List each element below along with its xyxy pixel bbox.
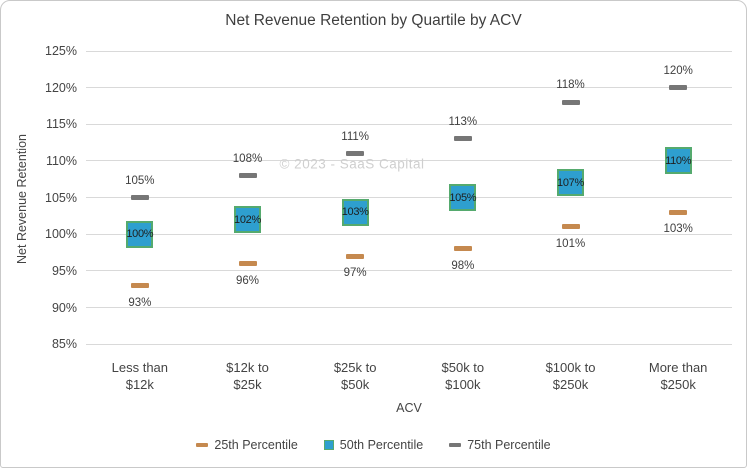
legend-label: 50th Percentile bbox=[339, 438, 424, 452]
x-category-label-more-than-250k: More than $250k bbox=[648, 360, 708, 392]
y-tick-label-125: 125% bbox=[45, 44, 77, 58]
data-label-50th-percentile: 103% bbox=[341, 206, 369, 219]
marker-25th-percentile bbox=[561, 224, 580, 230]
watermark: © 2023 - SaaS Capital bbox=[279, 156, 425, 172]
marker-25th-percentile bbox=[346, 253, 365, 259]
marker-25th-percentile bbox=[238, 261, 257, 267]
gridline-125 bbox=[86, 50, 732, 52]
data-label-50th-percentile: 102% bbox=[234, 213, 261, 226]
legend-item-75th-percentile: 75th Percentile bbox=[449, 438, 551, 452]
legend: 25th Percentile 50th Percentile 75th Perce… bbox=[1, 438, 746, 452]
marker-75th-percentile bbox=[346, 151, 365, 157]
legend-item-25th-percentile: 25th Percentile bbox=[196, 438, 298, 452]
marker-75th-percentile bbox=[561, 99, 580, 105]
marker-75th-percentile bbox=[669, 85, 688, 91]
data-label-25th-percentile: 103% bbox=[663, 223, 693, 236]
chart-title: Net Revenue Retention by Quartile by ACV bbox=[225, 12, 522, 29]
marker-50th-percentile: 105% bbox=[449, 184, 477, 212]
data-label-75th-percentile: 113% bbox=[448, 115, 478, 128]
gridline-90 bbox=[86, 307, 732, 309]
marker-50th-percentile: 110% bbox=[664, 147, 692, 175]
data-label-75th-percentile: 111% bbox=[341, 130, 370, 143]
y-tick-label-105: 105% bbox=[45, 190, 77, 205]
y-tick-label-85: 85% bbox=[51, 337, 77, 352]
data-label-50th-percentile: 100% bbox=[126, 228, 154, 241]
legend-dash-icon bbox=[196, 443, 209, 447]
gridline-85 bbox=[86, 343, 732, 345]
legend-label: 25th Percentile bbox=[214, 438, 298, 452]
x-category-label-less-than-12k: Less than $12k bbox=[111, 360, 169, 392]
x-category-label--100k-to-250k: $100k to $250k bbox=[545, 360, 596, 392]
marker-50th-percentile: 100% bbox=[126, 220, 154, 248]
x-category-label--12k-to-25k: $12k to $25k bbox=[226, 360, 269, 392]
gridline-105 bbox=[86, 197, 732, 199]
data-label-50th-percentile: 110% bbox=[665, 154, 692, 167]
data-label-25th-percentile: 96% bbox=[235, 274, 260, 287]
legend-square-icon bbox=[323, 440, 334, 450]
y-tick-label-90: 90% bbox=[51, 300, 77, 315]
marker-25th-percentile bbox=[130, 283, 149, 289]
marker-50th-percentile: 102% bbox=[234, 206, 261, 234]
gridline-100 bbox=[86, 233, 732, 235]
data-label-25th-percentile: 98% bbox=[451, 259, 475, 272]
gridline-115 bbox=[86, 123, 732, 125]
data-label-50th-percentile: 107% bbox=[557, 176, 584, 189]
data-label-25th-percentile: 93% bbox=[128, 296, 152, 309]
marker-50th-percentile: 107% bbox=[557, 169, 584, 197]
marker-50th-percentile: 103% bbox=[341, 198, 369, 226]
legend-dash-icon bbox=[449, 443, 462, 447]
y-tick-label-115: 115% bbox=[45, 117, 77, 132]
gridline-120 bbox=[86, 87, 732, 89]
marker-25th-percentile bbox=[669, 209, 688, 215]
y-tick-label-100: 100% bbox=[45, 227, 77, 242]
data-label-50th-percentile: 105% bbox=[449, 191, 477, 204]
data-label-75th-percentile: 120% bbox=[663, 64, 693, 77]
legend-label: 75th Percentile bbox=[467, 438, 551, 452]
marker-75th-percentile bbox=[238, 173, 257, 179]
data-label-75th-percentile: 118% bbox=[556, 79, 585, 92]
y-tick-label-120: 120% bbox=[45, 80, 77, 95]
gridline-95 bbox=[86, 270, 732, 272]
y-tick-label-110: 110% bbox=[45, 153, 77, 168]
x-category-label--25k-to-50k: $25k to $50k bbox=[333, 360, 377, 392]
gridline-110 bbox=[86, 160, 732, 162]
x-category-label--50k-to-100k: $50k to $100k bbox=[441, 360, 485, 392]
legend-item-50th-percentile: 50th Percentile bbox=[323, 438, 424, 452]
marker-75th-percentile bbox=[453, 136, 472, 142]
y-tick-label-95: 95% bbox=[51, 263, 77, 278]
y-axis-title: Net Revenue Retention bbox=[15, 134, 29, 264]
data-label-75th-percentile: 105% bbox=[125, 174, 155, 187]
data-label-75th-percentile: 108% bbox=[232, 152, 263, 165]
data-label-25th-percentile: 101% bbox=[555, 237, 586, 250]
data-label-25th-percentile: 97% bbox=[343, 267, 367, 280]
marker-25th-percentile bbox=[453, 246, 472, 252]
marker-75th-percentile bbox=[130, 195, 149, 201]
x-axis-title: ACV bbox=[396, 401, 422, 415]
